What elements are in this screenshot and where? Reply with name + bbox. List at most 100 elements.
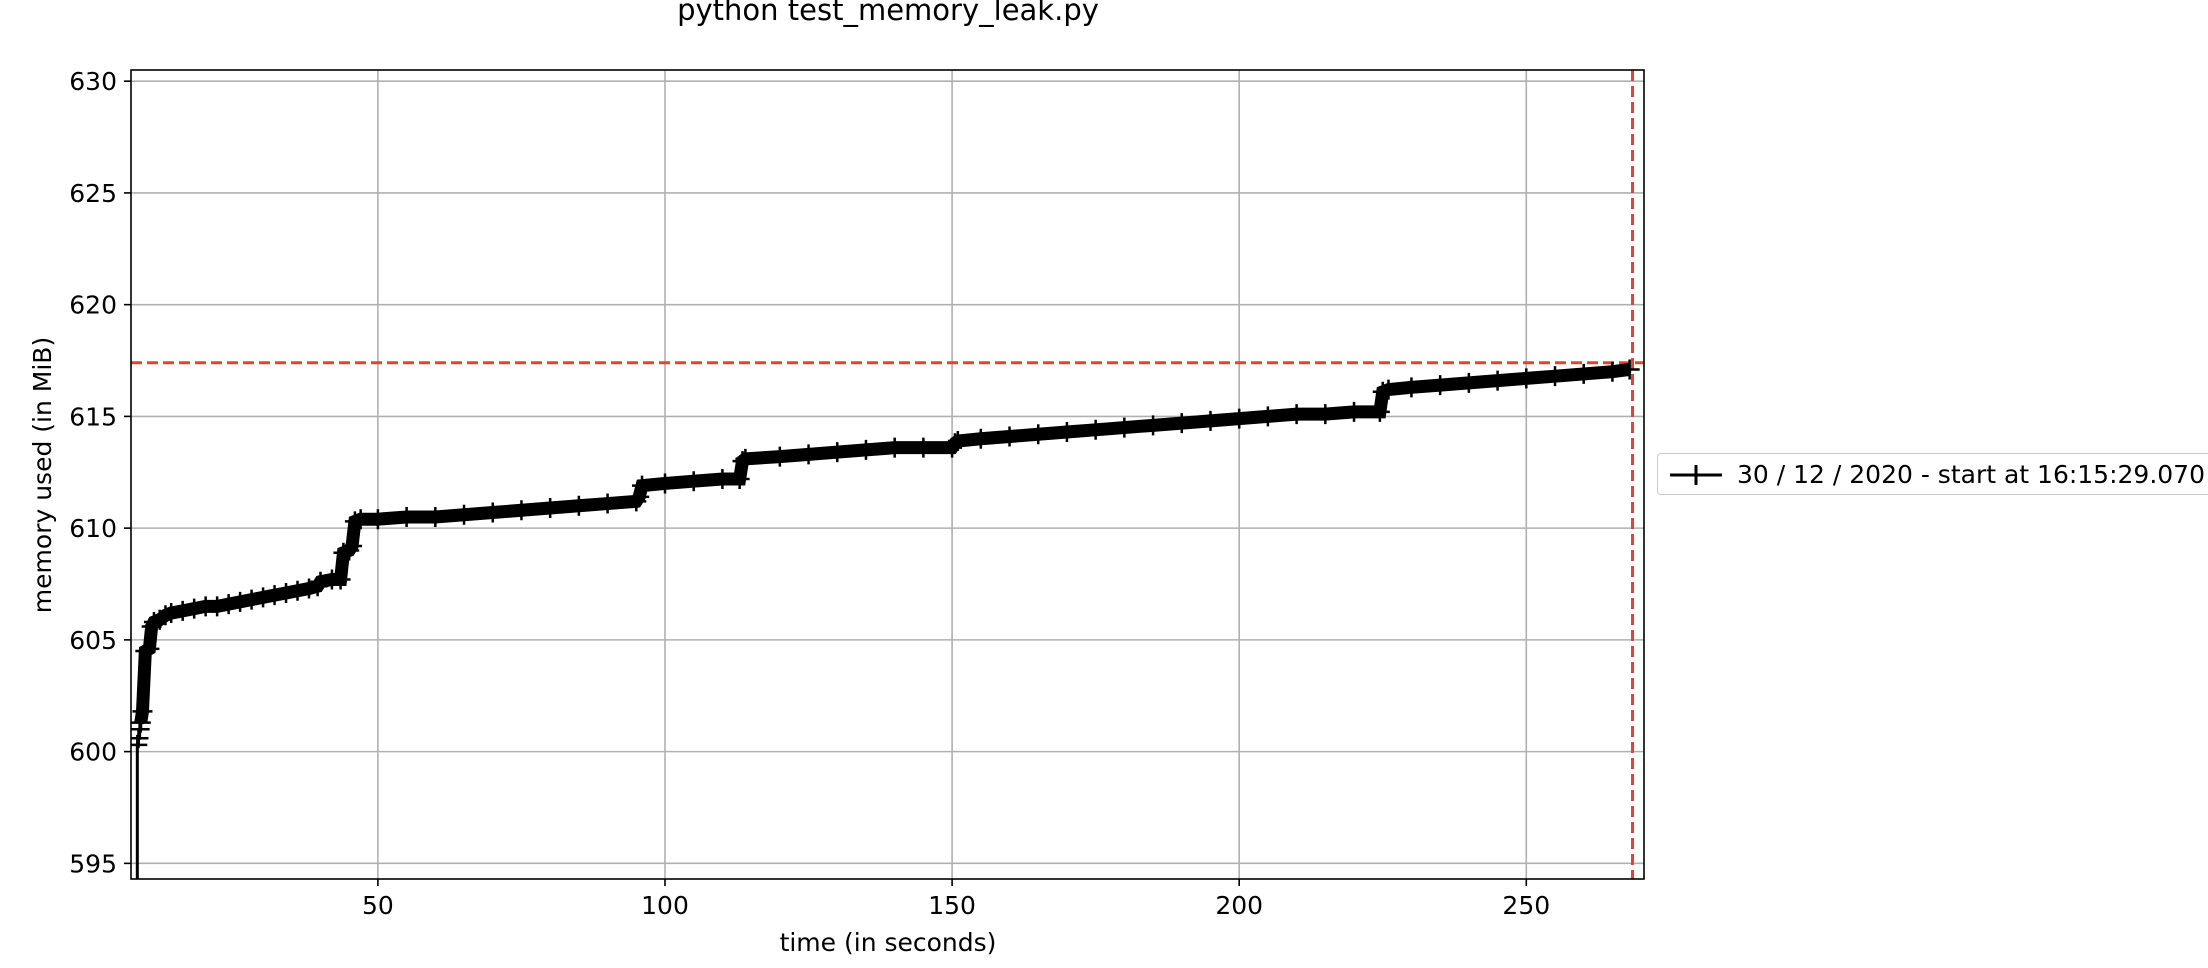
data-point (1369, 401, 1390, 422)
x-tick-label: 250 (1502, 891, 1550, 920)
x-tick-label: 200 (1215, 891, 1263, 920)
data-point (299, 578, 319, 599)
data-point (735, 448, 756, 469)
data-point (1056, 422, 1077, 443)
data-point (729, 468, 750, 489)
data-point (396, 506, 417, 527)
data-point (1401, 377, 1422, 398)
data-point (1516, 368, 1537, 389)
y-tick-label: 620 (69, 291, 117, 320)
data-point (310, 571, 331, 592)
data-point (139, 638, 160, 659)
grid-lines (131, 70, 1644, 879)
data-point (241, 589, 262, 610)
data-point (683, 471, 704, 492)
y-tick-label: 595 (69, 849, 117, 878)
x-tick-label: 100 (641, 891, 689, 920)
data-point (1573, 363, 1594, 384)
data-point (184, 598, 205, 619)
data-point (307, 576, 328, 597)
data-point (540, 498, 561, 519)
legend-entry-label: 30 / 12 / 2020 - start at 16:15:29.070 (1737, 460, 2205, 489)
series-layer (131, 359, 1640, 879)
data-point (1602, 361, 1623, 382)
data-point (632, 475, 653, 496)
data-point (1143, 415, 1164, 436)
data-point (884, 437, 905, 458)
data-point (855, 439, 876, 460)
legend-line-marker-icon (1670, 465, 1722, 485)
data-point (207, 596, 228, 617)
data-point (1257, 406, 1278, 427)
reference-lines (131, 70, 1644, 879)
x-axis-label: time (in seconds) (780, 928, 997, 957)
x-tick-label: 150 (928, 891, 976, 920)
data-point (597, 493, 618, 514)
y-tick-label: 615 (69, 402, 117, 431)
data-point (947, 430, 968, 451)
data-point (944, 433, 965, 454)
data-point (161, 603, 182, 624)
data-point (511, 500, 532, 521)
data-point (218, 594, 239, 615)
series-group (131, 359, 1640, 879)
data-point (132, 701, 153, 722)
data-point (1619, 359, 1640, 380)
data-point (1200, 410, 1221, 431)
data-point (276, 582, 297, 603)
y-tick-label: 630 (69, 67, 117, 96)
data-point (135, 641, 156, 662)
data-point (1171, 413, 1192, 434)
data-point (1545, 366, 1565, 387)
y-tick-label: 625 (69, 179, 117, 208)
data-point (131, 712, 151, 733)
y-tick-label: 605 (69, 626, 117, 655)
data-point (172, 600, 193, 621)
data-point (482, 502, 503, 523)
data-point (827, 442, 848, 463)
data-point (339, 540, 360, 561)
legend: 30 / 12 / 2020 - start at 16:15:29.070 (1657, 453, 2208, 495)
data-point (970, 428, 991, 449)
data-point (1028, 424, 1049, 445)
data-point (1286, 404, 1307, 425)
data-point (999, 426, 1020, 447)
data-point (253, 587, 274, 608)
data-point (425, 506, 446, 527)
data-point (264, 585, 285, 606)
data-point (1315, 404, 1336, 425)
plot-frame (130, 69, 1645, 880)
data-point (230, 591, 251, 612)
y-axis-label: memory used (in MiB) (28, 337, 57, 613)
data-point (330, 569, 351, 590)
data-point (367, 509, 388, 530)
data-point (1378, 379, 1399, 400)
data-point (626, 491, 647, 512)
data-point (913, 437, 934, 458)
x-ticks: 50 100 150 200 250 (362, 879, 1550, 920)
data-point (732, 451, 753, 472)
data-point (798, 444, 819, 465)
data-point (655, 473, 675, 494)
data-point (712, 468, 733, 489)
data-point (629, 486, 650, 507)
data-point (454, 504, 475, 525)
data-point (350, 509, 371, 530)
data-point (1430, 375, 1451, 396)
data-point (342, 536, 363, 557)
data-point (1114, 417, 1135, 438)
chart-title: python test_memory_leak.py (677, 0, 1099, 27)
data-point (1085, 419, 1106, 440)
data-point (769, 446, 790, 467)
x-tick-label: 50 (362, 891, 394, 920)
data-point (568, 495, 589, 516)
y-tick-label: 610 (69, 514, 117, 543)
data-point (287, 580, 308, 601)
data-point (1344, 401, 1365, 422)
y-ticks: 595 600 605 610 615 620 625 630 (69, 67, 131, 878)
series-marker-band (134, 363, 1631, 724)
y-tick-label: 600 (69, 738, 117, 767)
data-point (1229, 408, 1250, 429)
data-point (1458, 372, 1479, 393)
